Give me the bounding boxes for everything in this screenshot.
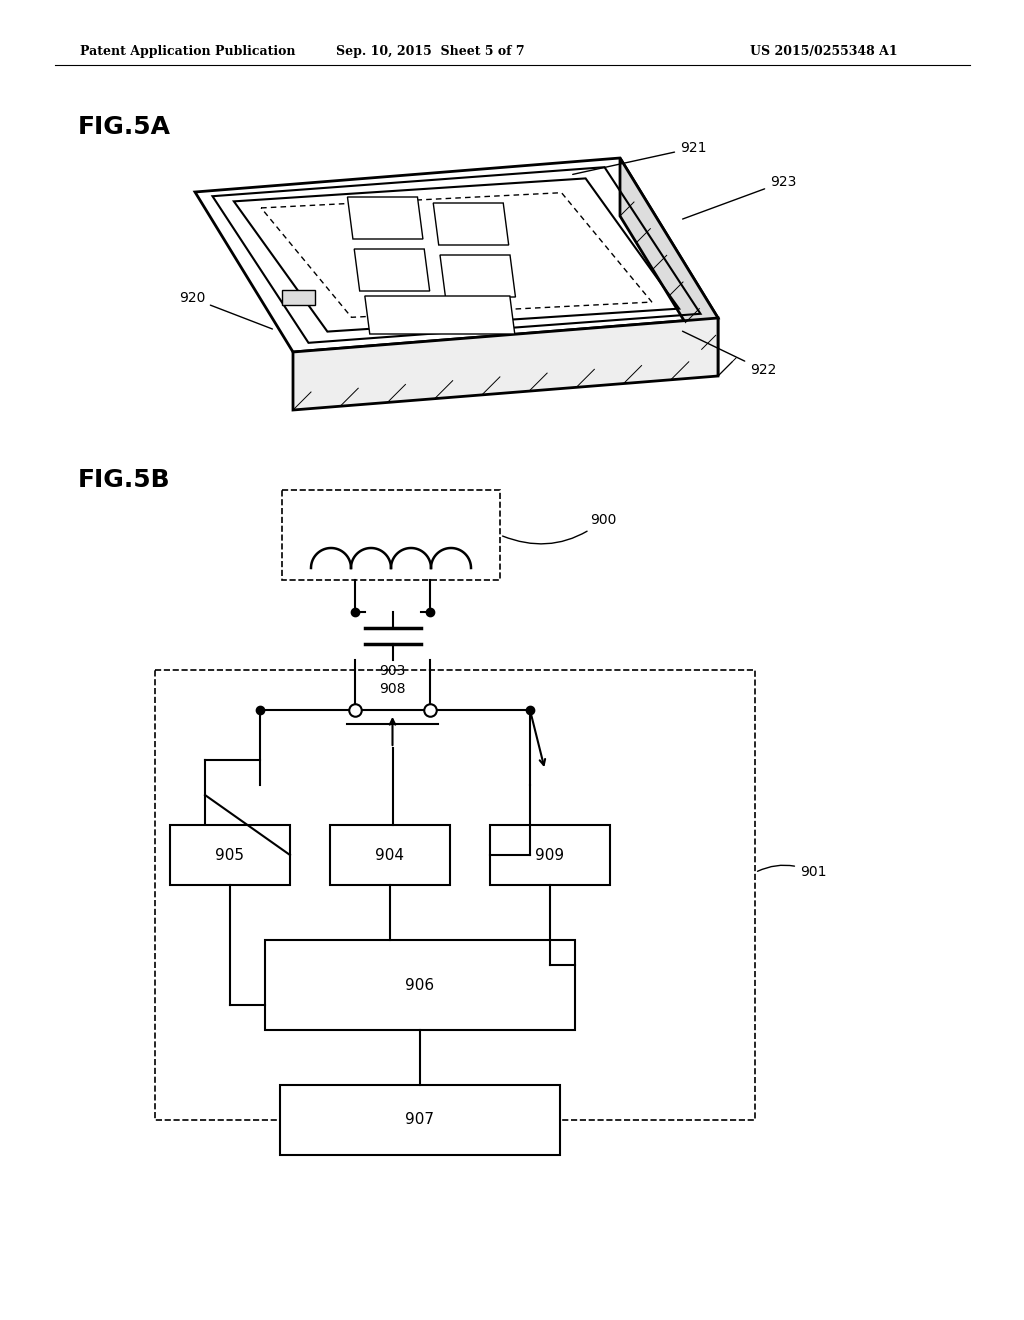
Text: 920: 920 xyxy=(178,290,272,329)
Polygon shape xyxy=(440,255,515,297)
Text: 905: 905 xyxy=(215,847,245,862)
Polygon shape xyxy=(347,197,423,239)
Text: FIG.5B: FIG.5B xyxy=(78,469,171,492)
Bar xyxy=(265,940,575,1030)
Text: Sep. 10, 2015  Sheet 5 of 7: Sep. 10, 2015 Sheet 5 of 7 xyxy=(336,45,524,58)
Bar xyxy=(282,490,500,579)
Bar xyxy=(330,825,450,884)
Bar xyxy=(490,825,610,884)
Text: 908: 908 xyxy=(379,682,406,696)
Text: FIG.5A: FIG.5A xyxy=(78,115,171,139)
Text: 906: 906 xyxy=(406,978,434,993)
Text: US 2015/0255348 A1: US 2015/0255348 A1 xyxy=(750,45,898,58)
Bar xyxy=(170,825,290,884)
Polygon shape xyxy=(620,158,718,376)
Bar xyxy=(155,671,755,1119)
Polygon shape xyxy=(354,249,430,290)
Polygon shape xyxy=(195,158,718,352)
Text: 907: 907 xyxy=(406,1113,434,1127)
Polygon shape xyxy=(433,203,509,246)
Polygon shape xyxy=(365,296,515,334)
Text: 922: 922 xyxy=(683,331,776,378)
Bar xyxy=(280,1085,560,1155)
Text: 923: 923 xyxy=(683,176,797,219)
Text: 900: 900 xyxy=(503,513,616,544)
Text: 903: 903 xyxy=(379,664,406,678)
Text: 909: 909 xyxy=(536,847,564,862)
Text: 921: 921 xyxy=(572,141,707,174)
Polygon shape xyxy=(293,318,718,411)
Polygon shape xyxy=(282,290,315,305)
Text: Patent Application Publication: Patent Application Publication xyxy=(80,45,296,58)
Text: 901: 901 xyxy=(758,865,826,879)
Text: 904: 904 xyxy=(376,847,404,862)
